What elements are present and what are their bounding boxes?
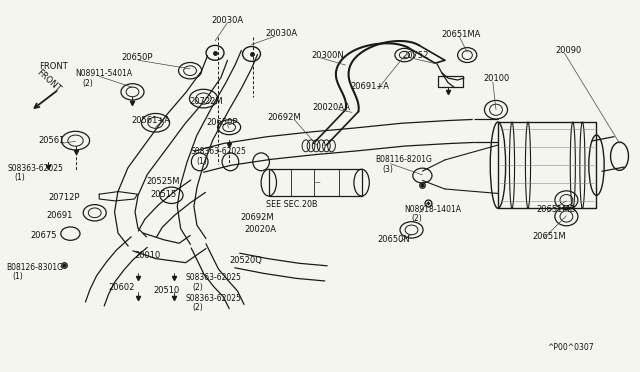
Text: 20692M: 20692M	[268, 113, 301, 122]
Text: 20692M: 20692M	[240, 213, 274, 222]
Text: (2): (2)	[82, 79, 93, 88]
Text: (2): (2)	[411, 214, 422, 223]
Text: 20010: 20010	[134, 251, 161, 260]
Text: (2): (2)	[192, 303, 203, 312]
Text: 20752: 20752	[402, 51, 428, 60]
Text: (1): (1)	[14, 173, 25, 182]
Text: S08363-62025: S08363-62025	[186, 273, 241, 282]
Text: 20650N: 20650N	[378, 235, 410, 244]
Text: SEE SEC.20B: SEE SEC.20B	[266, 200, 317, 209]
Text: (1): (1)	[196, 157, 207, 166]
Text: 20651MB: 20651MB	[536, 205, 576, 214]
Text: (3): (3)	[382, 165, 393, 174]
Text: 20561: 20561	[38, 136, 65, 145]
Text: 20515: 20515	[150, 190, 177, 199]
Text: 20675: 20675	[31, 231, 57, 240]
Text: 20651MA: 20651MA	[442, 30, 481, 39]
Text: 20520Q: 20520Q	[229, 256, 262, 265]
Text: N08911-5401A: N08911-5401A	[76, 69, 132, 78]
Text: 20030A: 20030A	[266, 29, 298, 38]
Text: ^P00^0307: ^P00^0307	[547, 343, 594, 352]
Text: S08363-62025: S08363-62025	[8, 164, 63, 173]
Text: 20090: 20090	[556, 46, 582, 55]
Text: FRONT: FRONT	[39, 62, 67, 71]
Bar	[438, 76, 463, 87]
Text: 20691+A: 20691+A	[351, 82, 390, 91]
Text: 20650P: 20650P	[207, 118, 238, 126]
Text: B08126-8301G: B08126-8301G	[6, 263, 63, 272]
Text: 20722M: 20722M	[189, 97, 223, 106]
Text: 20510: 20510	[154, 286, 180, 295]
Text: N08918-1401A: N08918-1401A	[404, 205, 461, 214]
Text: B08116-8201G: B08116-8201G	[376, 155, 433, 164]
Text: FRONT: FRONT	[35, 68, 61, 94]
Text: S08363-62025: S08363-62025	[186, 294, 241, 303]
Text: (2): (2)	[192, 283, 203, 292]
Text: 20691: 20691	[46, 211, 72, 220]
Text: 20020A: 20020A	[244, 225, 276, 234]
Text: 20712P: 20712P	[48, 193, 79, 202]
Text: 20300N: 20300N	[312, 51, 344, 60]
Text: (1): (1)	[13, 272, 24, 281]
Bar	[269, 169, 362, 196]
Text: 20650P: 20650P	[122, 53, 153, 62]
Text: 20030A: 20030A	[211, 16, 243, 25]
Text: 20100: 20100	[483, 74, 509, 83]
Text: 20020AA: 20020AA	[312, 103, 350, 112]
Text: 20561+A: 20561+A	[131, 116, 170, 125]
Text: 20651M: 20651M	[532, 232, 566, 241]
Text: 20602: 20602	[109, 283, 135, 292]
Text: 20525M: 20525M	[146, 177, 179, 186]
Text: S08363-62025: S08363-62025	[190, 147, 246, 156]
